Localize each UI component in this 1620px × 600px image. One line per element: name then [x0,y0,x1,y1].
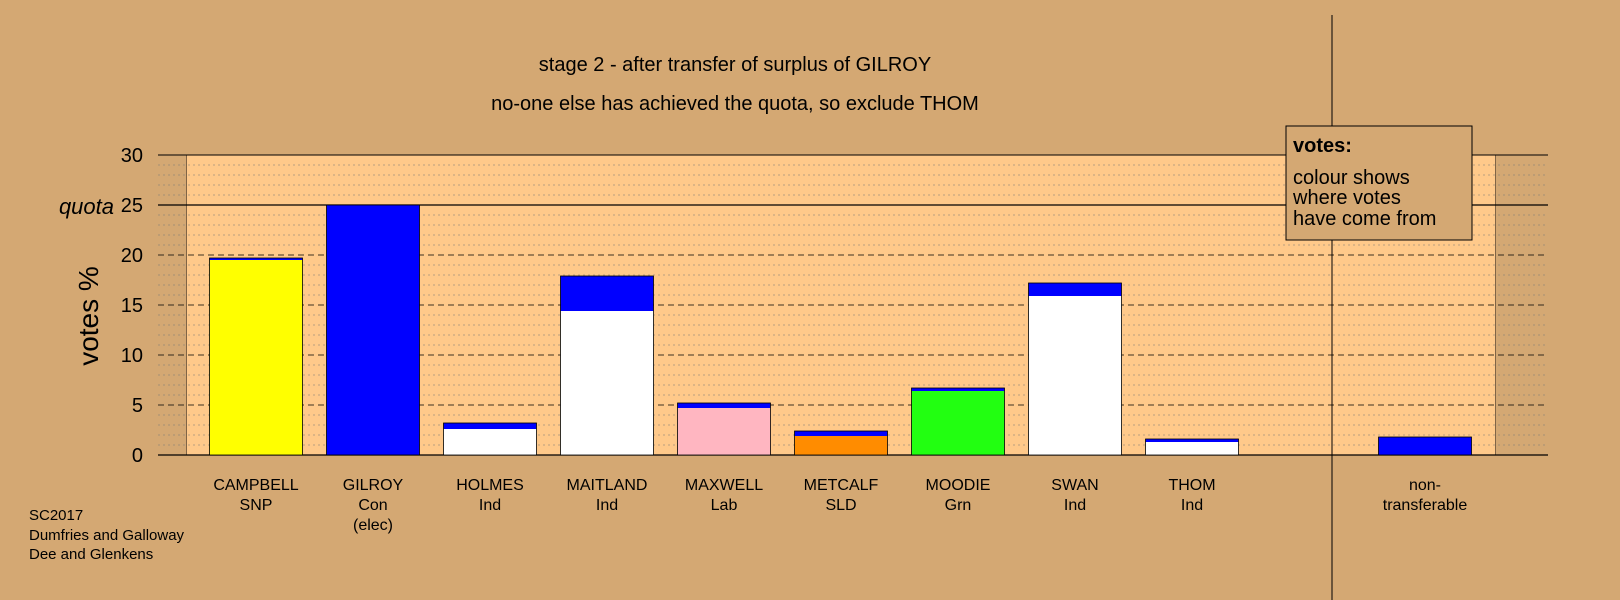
legend-box [1285,125,1473,241]
y-axis-label: votes % [73,266,104,366]
bar-segment [326,205,420,455]
category-labels: CAMPBELL SNP GILROY Con (elec) HOLMES Ind MAITL… [213,477,1467,534]
quota-label: quota [59,194,114,219]
bar-outline [1028,282,1122,456]
bar-segment [794,436,888,455]
y-tick-label: 25 [121,195,143,217]
bar-outline [677,402,771,456]
y-ticks: 0 5 10 15 20 25 30 [121,145,143,467]
category-label: MAITLAND [567,477,648,494]
bar-segment [1378,437,1472,455]
source-line-2: Dumfries and Galloway [29,527,185,544]
y-tick-label: 20 [121,245,143,267]
category-label: HOLMES [456,477,524,494]
legend-line-3: have come from [1293,208,1436,230]
source-line-1: SC2017 [29,507,83,524]
category-label: non- [1409,477,1441,494]
category-label: Lab [711,497,738,514]
chart-subtitle: no-one else has achieved the quota, so e… [491,93,979,115]
category-label: Con [358,497,387,514]
bar-outline [326,204,420,456]
y-tick-label: 15 [121,295,143,317]
category-label: MOODIE [926,477,991,494]
bar-segment [1145,442,1239,455]
bar-segment [794,431,888,436]
legend: votes: colour shows where votes have com… [1285,125,1473,241]
bar-outline [911,387,1005,456]
source-line-3: Dee and Glenkens [29,546,153,563]
y-tick-label: 0 [132,445,143,467]
chart-title: stage 2 - after transfer of surplus of G… [539,54,931,76]
category-label: transferable [1383,497,1468,514]
bar-outline [560,275,654,456]
category-label: SNP [240,497,273,514]
bar-segment [677,408,771,455]
bars [209,204,1472,456]
category-label: Grn [945,497,972,514]
category-label: CAMPBELL [213,477,298,494]
category-label: THOM [1168,477,1215,494]
bar-segment [911,388,1005,391]
legend-line-2: where votes [1292,187,1401,209]
bar-outline [794,430,888,456]
category-label: (elec) [353,517,393,534]
bar-segment [677,403,771,408]
bar-segment [1145,439,1239,442]
category-label: Ind [479,497,501,514]
y-tick-label: 30 [121,145,143,167]
bar-segment [209,260,303,455]
y-tick-label: 5 [132,395,143,417]
bar-segment [560,276,654,311]
bar-segment [1028,283,1122,296]
bar-segment [209,258,303,260]
y-tick-label: 10 [121,345,143,367]
source-note: SC2017 Dumfries and Galloway Dee and Gle… [29,507,185,563]
bar-segment [560,311,654,455]
category-label: SWAN [1051,477,1098,494]
bar-outline [1378,436,1472,456]
category-label: Ind [1064,497,1086,514]
category-label: METCALF [804,477,879,494]
category-label: Ind [1181,497,1203,514]
bar-segment [443,429,537,455]
category-label: GILROY [343,477,404,494]
bar-outline [209,257,303,456]
bar-segment [443,423,537,429]
legend-title: votes: [1293,135,1352,157]
category-label: MAXWELL [685,477,763,494]
category-label: Ind [596,497,618,514]
bar-outline [443,422,537,456]
bar-segment [1028,296,1122,455]
legend-line-1: colour shows [1293,167,1410,189]
bar-outline [1145,438,1239,456]
category-label: SLD [825,497,856,514]
bar-segment [911,391,1005,455]
